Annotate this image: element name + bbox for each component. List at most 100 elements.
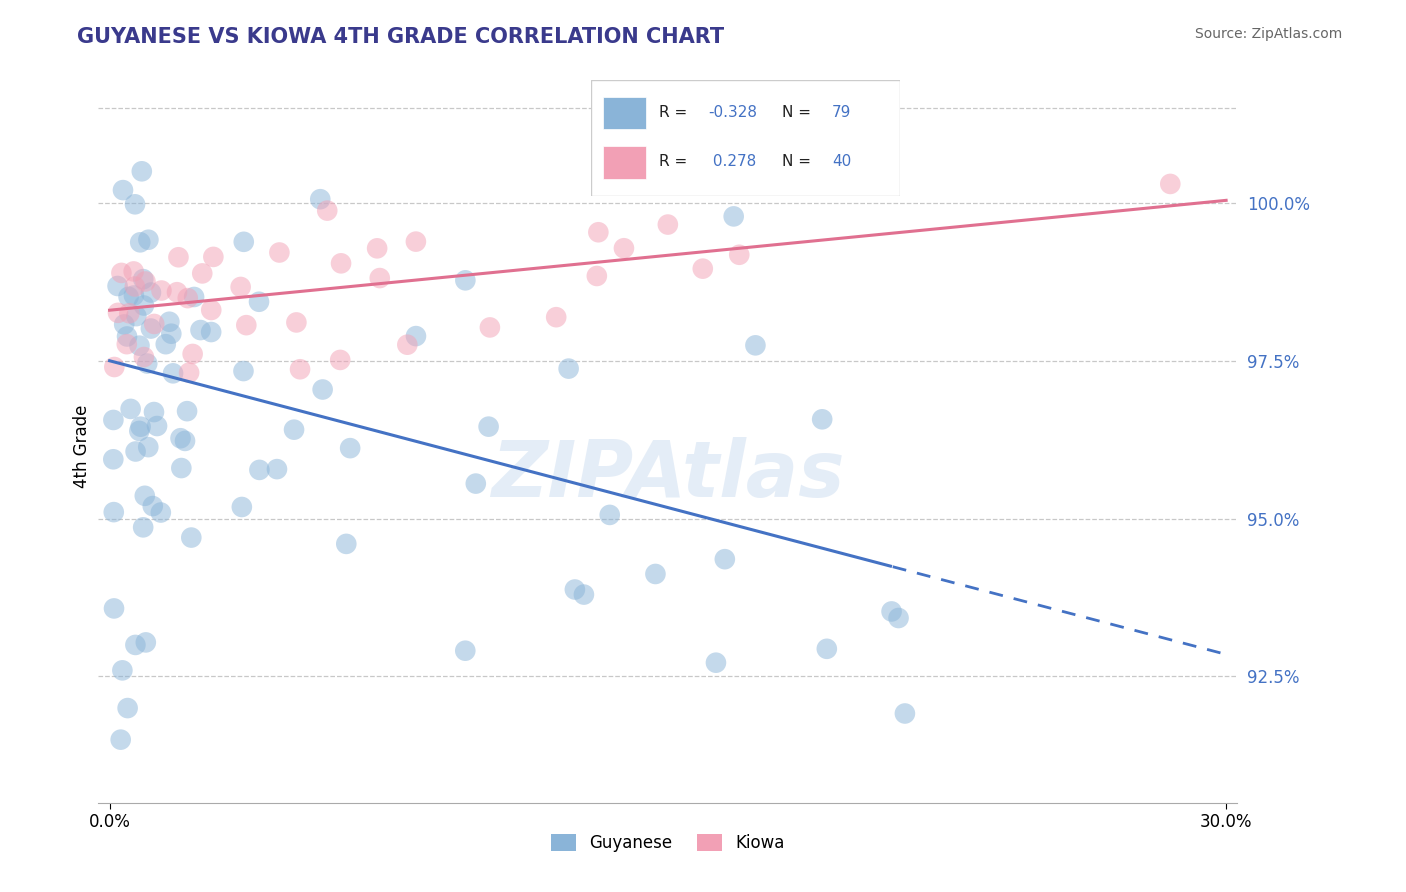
Point: [115, 337, 138, 351]
Point: [613, 241, 636, 255]
Point: [232, 364, 254, 378]
Point: [811, 412, 834, 426]
Text: GUYANESE VS KIOWA 4TH GRADE CORRELATION CHART: GUYANESE VS KIOWA 4TH GRADE CORRELATION …: [77, 27, 724, 46]
Point: [142, 499, 165, 513]
Point: [564, 582, 586, 597]
Point: [546, 310, 568, 325]
Legend: Guyanese, Kiowa: Guyanese, Kiowa: [544, 827, 792, 859]
Point: [146, 419, 169, 434]
Point: [125, 309, 148, 323]
Point: [330, 256, 353, 270]
Point: [316, 203, 339, 218]
Point: [285, 315, 308, 329]
Point: [177, 291, 200, 305]
Point: [329, 353, 352, 368]
Point: [478, 320, 501, 334]
Point: [103, 452, 125, 467]
Point: [744, 338, 766, 352]
Text: N =: N =: [782, 105, 815, 120]
Point: [112, 318, 135, 332]
Point: [122, 264, 145, 278]
Point: [887, 611, 910, 625]
Point: [139, 285, 162, 300]
Point: [181, 347, 204, 361]
Point: [723, 210, 745, 224]
Text: Source: ZipAtlas.com: Source: ZipAtlas.com: [1195, 27, 1343, 41]
Point: [107, 279, 129, 293]
Text: -0.328: -0.328: [709, 105, 756, 120]
Point: [657, 218, 679, 232]
Y-axis label: 4th Grade: 4th Grade: [73, 404, 91, 488]
Point: [129, 235, 152, 250]
Point: [120, 401, 142, 416]
Point: [111, 664, 134, 678]
Text: R =: R =: [658, 105, 692, 120]
Point: [366, 241, 388, 255]
Point: [124, 638, 146, 652]
Point: [117, 290, 139, 304]
Point: [572, 588, 595, 602]
Point: [118, 306, 141, 320]
Point: [107, 306, 129, 320]
Point: [644, 566, 666, 581]
Point: [169, 431, 191, 445]
Text: 40: 40: [832, 154, 851, 169]
Point: [103, 359, 125, 374]
Point: [454, 273, 477, 287]
Bar: [603, 96, 647, 129]
Point: [132, 520, 155, 534]
Point: [143, 317, 166, 331]
Point: [124, 279, 146, 293]
Point: [200, 325, 222, 339]
Point: [132, 272, 155, 286]
Point: [266, 462, 288, 476]
Point: [335, 537, 357, 551]
Point: [191, 267, 214, 281]
Point: [478, 419, 501, 434]
Point: [162, 367, 184, 381]
Point: [235, 318, 257, 333]
Point: [815, 641, 838, 656]
Point: [599, 508, 621, 522]
Point: [176, 404, 198, 418]
Point: [309, 192, 332, 206]
Bar: [603, 146, 647, 178]
Point: [132, 299, 155, 313]
Point: [170, 461, 193, 475]
Point: [103, 413, 125, 427]
Point: [464, 476, 486, 491]
Text: 79: 79: [832, 105, 851, 120]
Point: [150, 284, 173, 298]
Point: [110, 266, 132, 280]
Text: 0.278: 0.278: [709, 154, 756, 169]
Point: [232, 235, 254, 249]
Point: [269, 245, 291, 260]
Point: [134, 275, 156, 289]
Point: [288, 362, 311, 376]
Point: [588, 225, 610, 239]
Point: [103, 505, 125, 519]
Point: [124, 197, 146, 211]
Point: [136, 357, 159, 371]
Point: [128, 424, 150, 438]
Point: [405, 235, 427, 249]
Point: [714, 552, 737, 566]
Point: [131, 164, 153, 178]
Point: [200, 303, 222, 318]
Point: [124, 444, 146, 458]
Point: [157, 315, 180, 329]
Point: [149, 506, 172, 520]
Point: [557, 361, 579, 376]
Point: [405, 329, 427, 343]
Point: [167, 250, 190, 264]
Text: N =: N =: [782, 154, 815, 169]
Point: [1159, 177, 1181, 191]
Point: [247, 294, 270, 309]
Point: [704, 656, 727, 670]
Point: [396, 337, 419, 351]
Point: [183, 290, 205, 304]
Point: [231, 500, 253, 514]
Point: [894, 706, 917, 721]
Point: [135, 635, 157, 649]
Point: [179, 366, 201, 380]
